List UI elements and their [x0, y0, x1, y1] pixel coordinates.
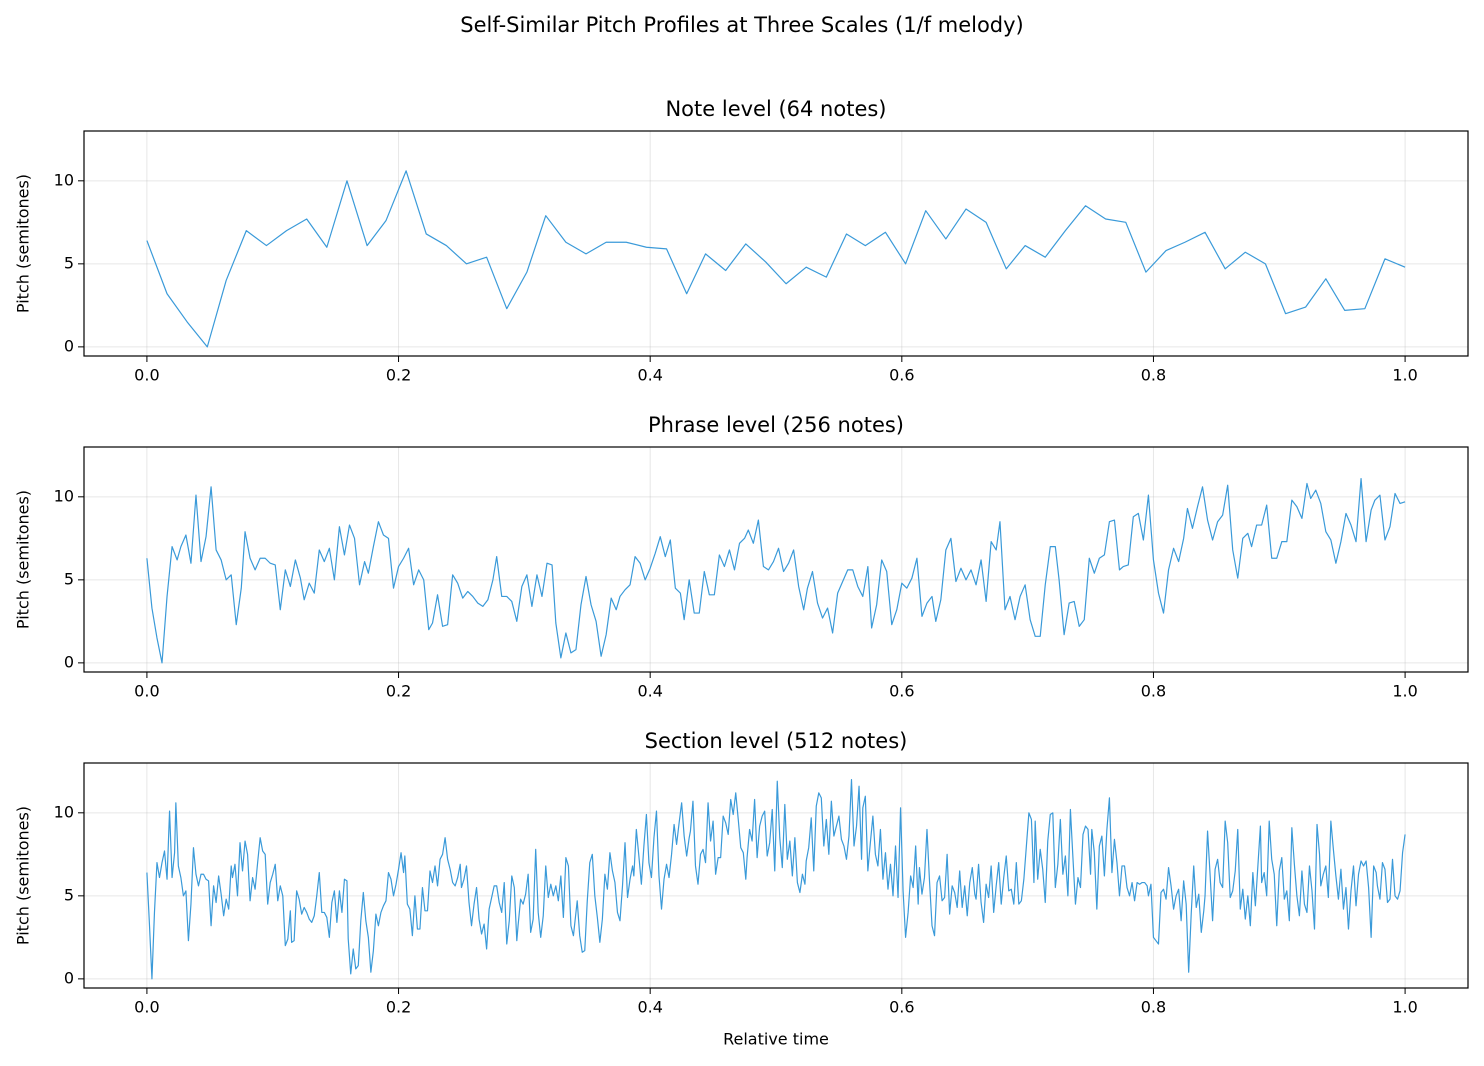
x-tick-label: 0.4 [637, 366, 662, 385]
x-tick-label: 0.0 [134, 366, 159, 385]
x-tick-label: 0.2 [386, 998, 411, 1017]
x-tick-label: 0.6 [889, 366, 914, 385]
x-tick-label: 0.6 [889, 682, 914, 701]
x-tick-label: 1.0 [1392, 998, 1417, 1017]
y-tick-label: 0 [64, 652, 74, 671]
pitch-line [146, 779, 1406, 980]
figure-title: Self-Similar Pitch Profiles at Three Sca… [460, 13, 1024, 37]
x-tick-label: 0.8 [1141, 682, 1166, 701]
x-tick-label: 1.0 [1392, 366, 1417, 385]
panel-title: Section level (512 notes) [645, 729, 908, 753]
x-tick-label: 1.0 [1392, 682, 1417, 701]
pitch-line [146, 170, 1406, 348]
x-tick-label: 0.2 [386, 682, 411, 701]
y-tick-label: 10 [54, 802, 74, 821]
y-tick-label: 0 [64, 968, 74, 987]
x-tick-label: 0.8 [1141, 366, 1166, 385]
x-tick-label: 0.4 [637, 682, 662, 701]
axes-frame [83, 446, 1469, 673]
x-tick-label: 0.6 [889, 998, 914, 1017]
x-axis-label: Relative time [723, 1030, 829, 1049]
y-tick-label: 5 [64, 253, 74, 272]
axes-frame [83, 762, 1469, 989]
pitch-line [146, 477, 1406, 664]
y-tick-label: 10 [54, 170, 74, 189]
axes-frame [83, 130, 1469, 357]
y-tick-label: 5 [64, 885, 74, 904]
y-axis-label: Pitch (semitones) [14, 806, 33, 945]
x-tick-label: 0.8 [1141, 998, 1166, 1017]
y-tick-label: 10 [54, 486, 74, 505]
x-tick-label: 0.0 [134, 998, 159, 1017]
x-tick-label: 0.4 [637, 998, 662, 1017]
panel-title: Phrase level (256 notes) [648, 413, 904, 437]
x-tick-label: 0.2 [386, 366, 411, 385]
y-tick-label: 5 [64, 569, 74, 588]
panel-title: Note level (64 notes) [665, 97, 886, 121]
x-tick-label: 0.0 [134, 682, 159, 701]
y-axis-label: Pitch (semitones) [14, 174, 33, 313]
y-tick-label: 0 [64, 336, 74, 355]
y-axis-label: Pitch (semitones) [14, 490, 33, 629]
